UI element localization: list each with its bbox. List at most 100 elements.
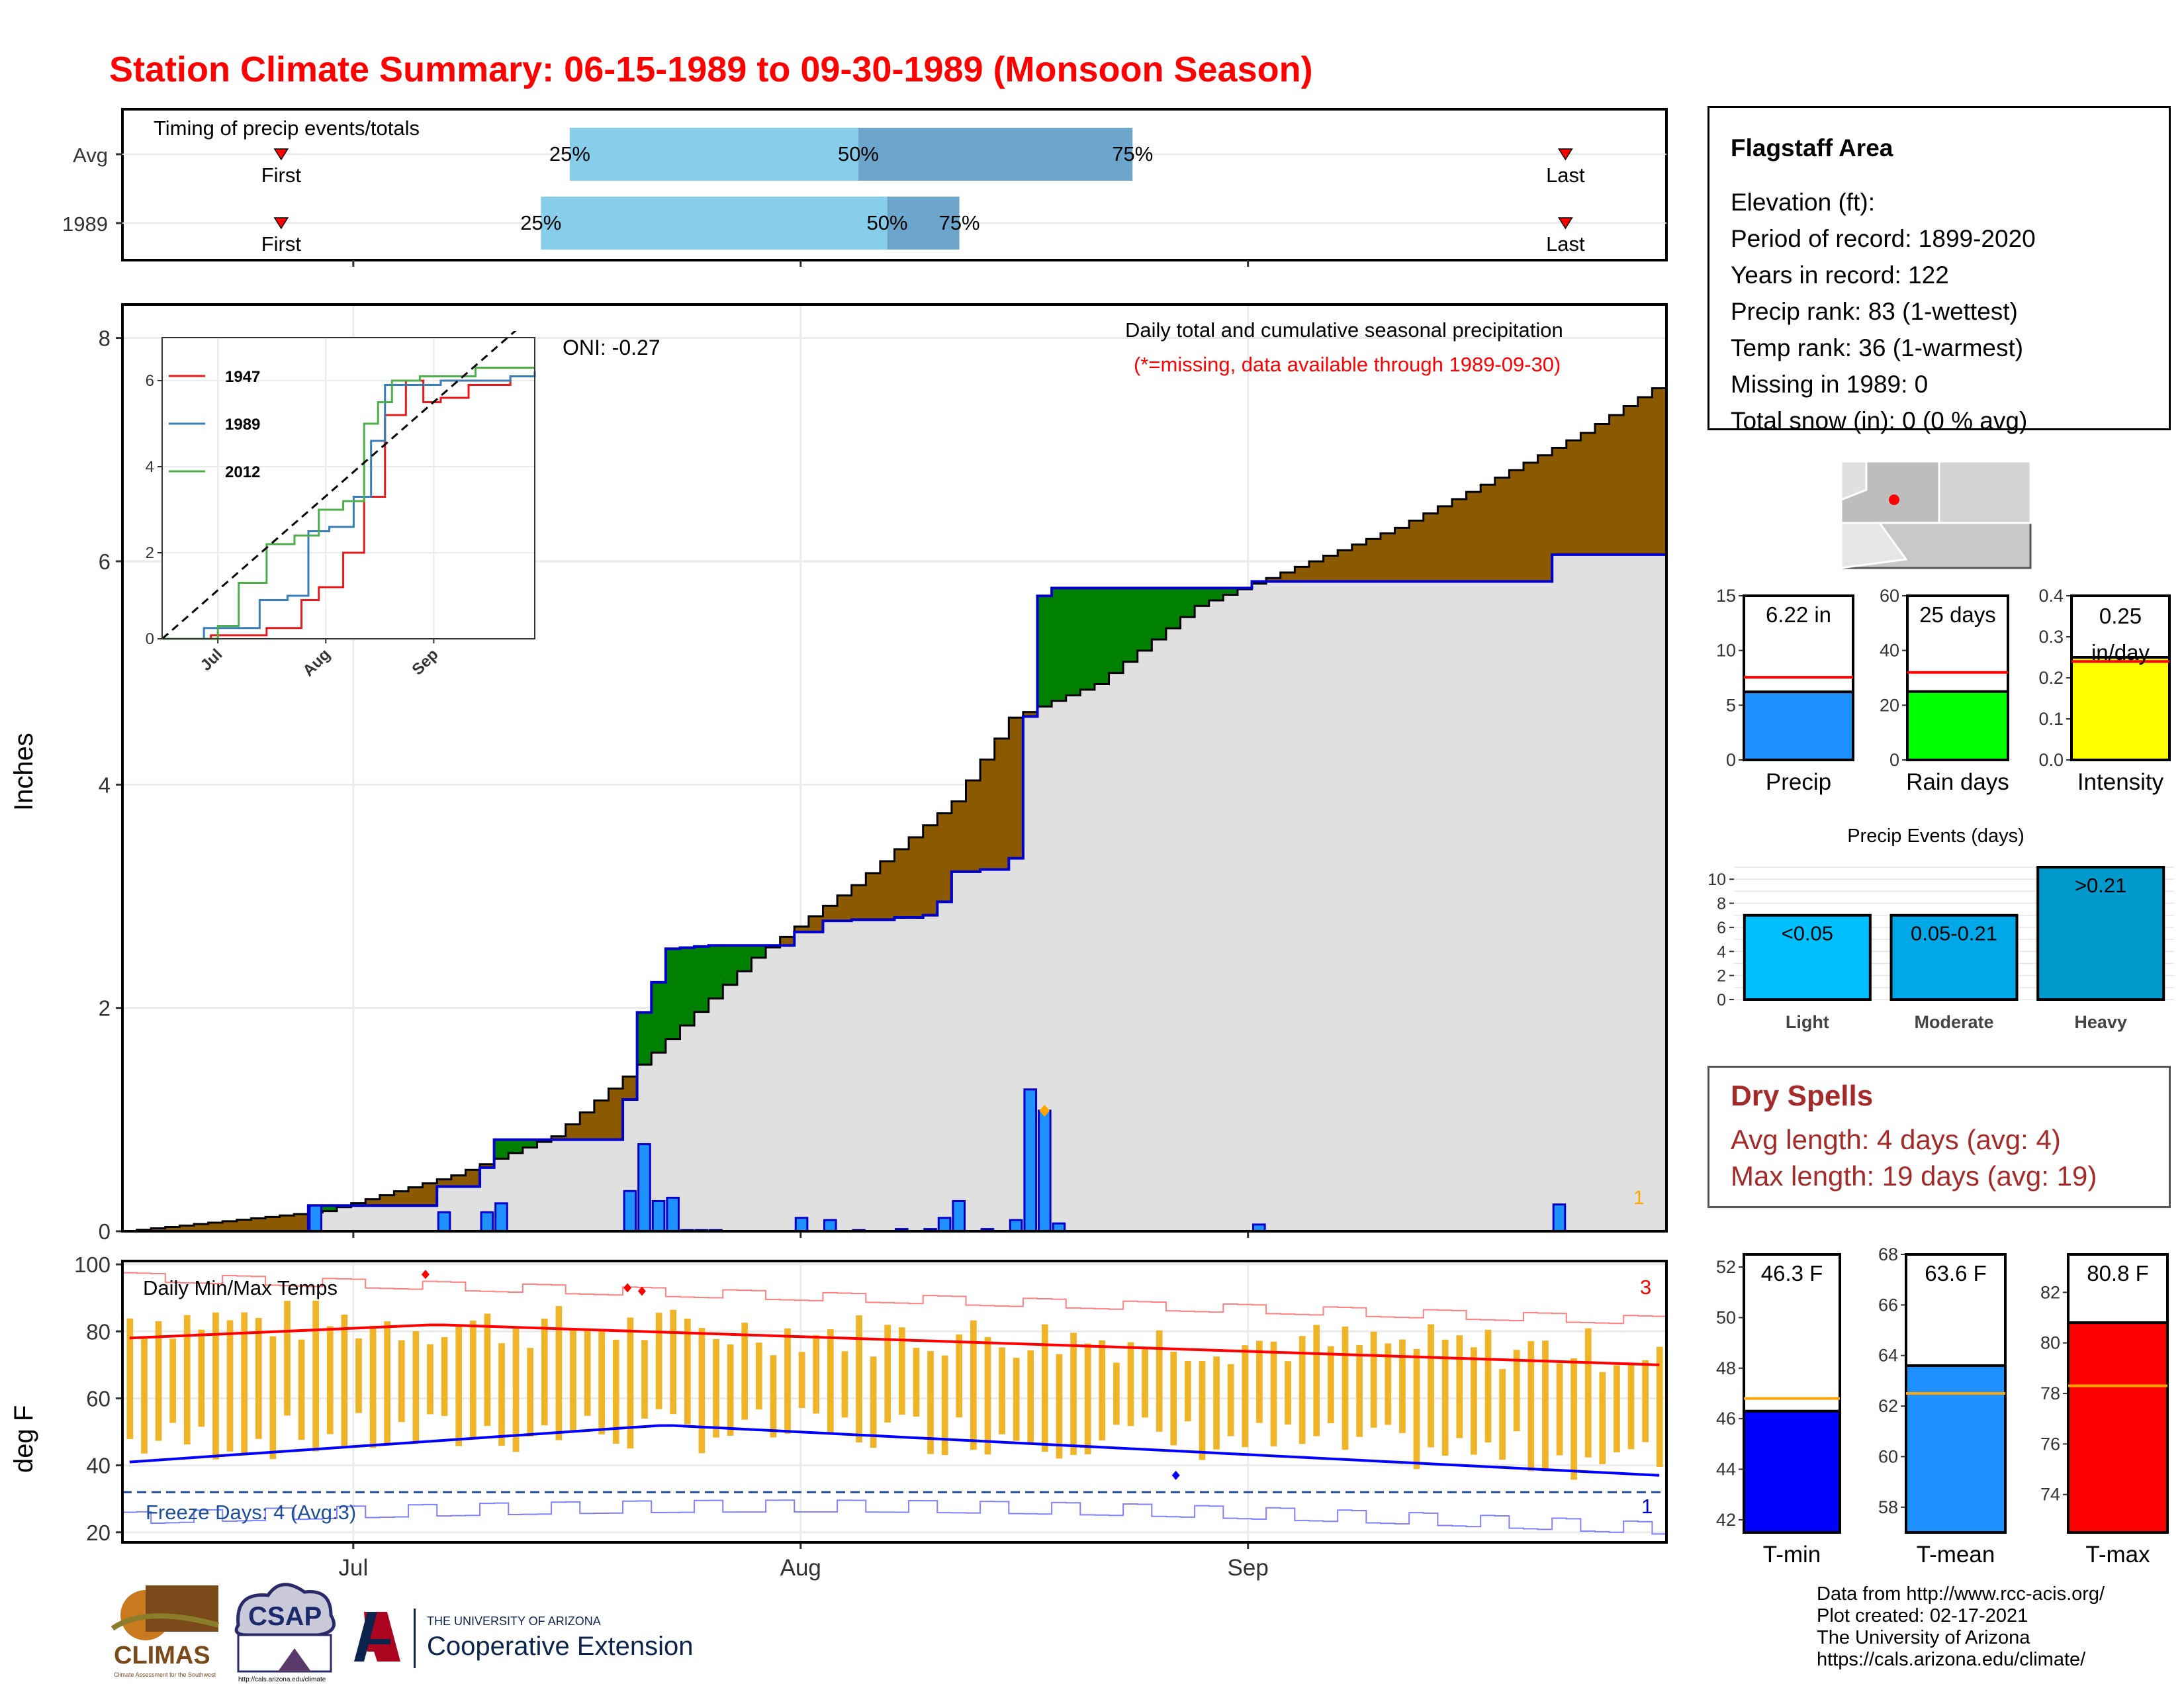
stat-ytick-label: 82 xyxy=(2040,1282,2060,1302)
daily-temp-range-bar xyxy=(1627,1363,1635,1450)
locator-map xyxy=(1840,460,2032,569)
daily-temp-range-bar xyxy=(384,1321,391,1444)
below-average-fill xyxy=(580,1112,595,1140)
daily-precip-bar xyxy=(666,1196,680,1233)
dry-spells-title: Dry Spells xyxy=(1731,1080,1874,1112)
above-average-fill xyxy=(708,945,723,999)
below-average-fill xyxy=(823,906,838,921)
above-average-fill xyxy=(322,1205,338,1211)
stat-ytick-label: 74 xyxy=(2040,1485,2060,1505)
stat-ytick-label: 76 xyxy=(2040,1434,2060,1454)
daily-precip-bar xyxy=(937,1217,952,1233)
daily-temp-range-bar xyxy=(169,1338,177,1423)
daily-temp-range-bar xyxy=(856,1315,862,1443)
daily-precip-bar xyxy=(1038,1109,1052,1233)
daily-temp-range-bar xyxy=(898,1327,905,1415)
daily-temp-range-bar xyxy=(298,1339,305,1440)
first-marker-icon xyxy=(273,148,289,161)
stat-ytick-label: 42 xyxy=(1716,1510,1736,1530)
above-average-fill xyxy=(1208,588,1224,600)
temp-panel: 20 40 60 80 100 Jul Aug Sep xyxy=(74,1252,1668,1581)
daily-temp-range-bar xyxy=(341,1314,348,1447)
inset-ytick-label: 6 xyxy=(146,372,154,390)
daily-temp-range-bar xyxy=(1313,1325,1320,1436)
below-average-fill xyxy=(1394,528,1410,582)
events-ytick-label: 8 xyxy=(1717,895,1726,914)
daily-temp-range-bar xyxy=(1185,1360,1191,1422)
precip-ylabel: Inches xyxy=(9,733,38,811)
station-detail-line: Total snow (in): 0 (0 % avg) xyxy=(1731,407,2028,434)
below-average-fill xyxy=(1295,567,1310,582)
stat-ytick-label: 10 xyxy=(1716,641,1736,661)
daily-temp-range-bar xyxy=(984,1336,991,1455)
daily-temp-range-bar xyxy=(284,1301,291,1416)
daily-temp-range-bar xyxy=(1013,1358,1020,1441)
below-average-fill xyxy=(1523,462,1539,582)
inset-chart: 0 2 4 6 Jul Aug Sep 1947 1989 2012 xyxy=(146,331,536,680)
daily-precip-bar xyxy=(308,1204,322,1233)
last-label: Last xyxy=(1546,232,1585,256)
daily-temp-range-bar xyxy=(1256,1340,1263,1423)
avg-min-temp-line xyxy=(129,1424,1660,1477)
daily-temp-range-bar xyxy=(1385,1343,1392,1425)
events-ytick-label: 10 xyxy=(1707,870,1726,889)
temp-ytick-label: 80 xyxy=(86,1319,111,1344)
daily-precip-bar xyxy=(651,1199,666,1233)
daily-temp-range-bar xyxy=(1570,1358,1577,1480)
daily-temp-range-bar xyxy=(326,1326,334,1434)
daily-temp-range-bar xyxy=(1285,1361,1291,1425)
daily-temp-range-bar xyxy=(1356,1344,1363,1437)
daily-temp-range-bar xyxy=(1642,1360,1649,1442)
daily-precip-bar xyxy=(1023,1088,1038,1233)
last-marker-icon xyxy=(1558,148,1573,161)
below-average-fill xyxy=(265,1217,281,1231)
events-ytick-label: 0 xyxy=(1717,991,1726,1009)
events-bar-heavy xyxy=(2036,866,2165,1001)
stat-ytick-label: 80 xyxy=(2040,1333,2060,1353)
daily-temp-range-bar xyxy=(512,1329,520,1452)
daily-precip-bar xyxy=(794,1217,809,1233)
precip-ytick-label: 6 xyxy=(99,549,111,574)
stat-ytick-label: 50 xyxy=(1716,1307,1736,1327)
inset-series-1989 xyxy=(162,371,536,640)
below-average-fill xyxy=(1609,414,1624,555)
below-average-fill xyxy=(1637,397,1653,555)
daily-temp-range-bar xyxy=(570,1331,576,1432)
below-average-fill xyxy=(551,1136,567,1140)
record-max-line xyxy=(122,1272,1666,1325)
station-detail-line: Years in record: 122 xyxy=(1731,261,1949,289)
daily-temp-range-bar xyxy=(1542,1340,1549,1472)
timing-bar-50-75 xyxy=(858,128,1133,181)
daily-temp-range-bar xyxy=(970,1320,977,1450)
stat-ytick-label: 78 xyxy=(2040,1383,2060,1403)
inset-ytick-label: 0 xyxy=(146,630,154,648)
events-title: Precip Events (days) xyxy=(1847,825,2025,847)
precip-ytick-label: 8 xyxy=(99,326,111,351)
below-average-fill xyxy=(208,1222,223,1231)
daily-temp-range-bar xyxy=(627,1317,634,1449)
map-region-mexico xyxy=(1840,522,1908,569)
above-average-fill xyxy=(1195,588,1210,606)
inset-xtick-label: Sep xyxy=(408,645,441,679)
daily-temp-range-bar xyxy=(241,1312,248,1455)
daily-temp-range-bar xyxy=(1484,1329,1492,1442)
csap-mountain-icon xyxy=(278,1648,311,1671)
daily-precip-bar xyxy=(637,1143,651,1233)
above-average-fill xyxy=(751,945,766,958)
daily-temp-range-bar xyxy=(1041,1324,1048,1452)
daily-precip-bar xyxy=(437,1211,451,1233)
inset-xtick-label: Jul xyxy=(197,645,226,675)
events-bar-moderate xyxy=(1889,914,2019,1002)
daily-temp-range-bar xyxy=(598,1331,606,1434)
precip-plot-frame xyxy=(121,303,1668,1233)
precip-corner-count: 1 xyxy=(1633,1187,1645,1209)
stat-ytick-label: 40 xyxy=(1880,641,1899,661)
first-label: First xyxy=(261,164,302,187)
cumulative-1989-line xyxy=(122,553,1666,1233)
daily-temp-range-bar xyxy=(455,1326,463,1446)
dry-spells-avg: Avg length: 4 days (avg: 4) xyxy=(1731,1124,2061,1155)
stat-ytick-label: 20 xyxy=(1880,695,1899,715)
temp-plot-bg xyxy=(122,1261,1666,1542)
below-average-fill xyxy=(909,837,924,918)
